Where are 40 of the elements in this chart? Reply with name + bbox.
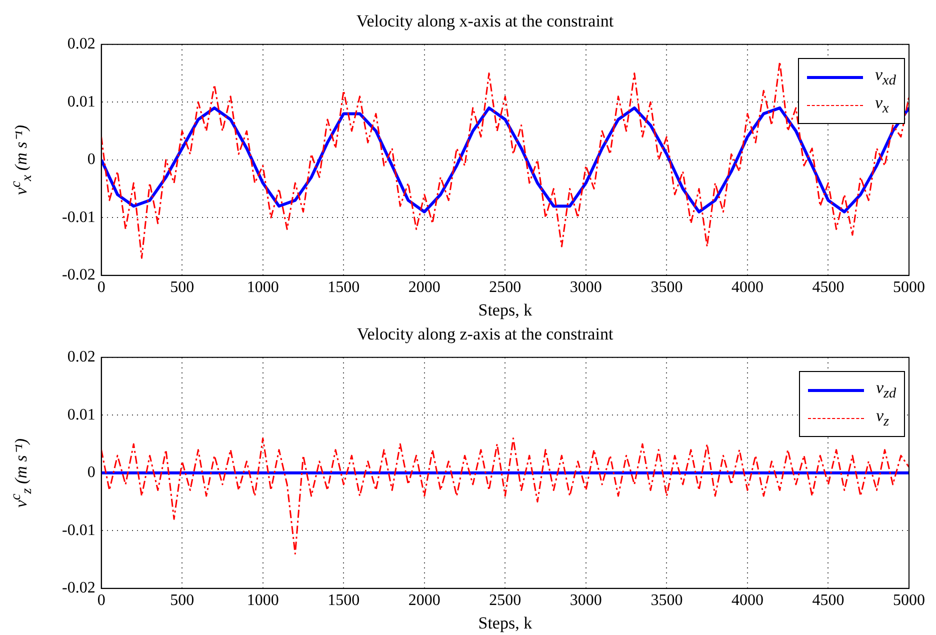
y-tick-label: 0.02 [67, 36, 96, 53]
x-tick-label: 4000 [731, 592, 764, 610]
line-series [101, 60, 909, 259]
x-tick-label: 3500 [650, 592, 683, 610]
y-tick-label: 0 [87, 151, 96, 168]
y-tick-label: 0.01 [67, 406, 96, 424]
line-series [101, 438, 909, 554]
x-axis-title: Steps, k [478, 613, 533, 632]
x-tick-label: 1000 [246, 592, 279, 610]
x-axis-title: Steps, k [478, 300, 533, 320]
y-tick-label: -0.01 [62, 522, 96, 539]
x-tick-label: 2500 [489, 592, 522, 610]
y-tick-label: -0.01 [62, 208, 96, 226]
x-tick-label: 3000 [570, 592, 602, 610]
legend-label: v$_{z}$ [876, 406, 890, 431]
x-tick-label: 3000 [570, 279, 602, 296]
x-tick-label: 5000 [893, 279, 925, 296]
x-tick-label: 1500 [328, 592, 360, 610]
legend-label: v$_{xd}$ [875, 65, 896, 90]
legend-label: v$_{x}$ [875, 93, 889, 118]
x-tick-label: 2000 [408, 279, 440, 296]
chart-title: Velocity along z-axis at the constraint [356, 324, 614, 344]
x-tick-label: 3500 [650, 279, 683, 296]
x-tick-label: 500 [170, 592, 194, 610]
x-tick-label: 4000 [731, 279, 764, 296]
x-tick-label: 4500 [812, 592, 844, 610]
x-tick-label: 500 [170, 279, 194, 296]
y-tick-label: -0.02 [62, 580, 96, 597]
legend-label: v$_{zd}$ [876, 378, 896, 403]
y-tick-label: -0.02 [62, 266, 96, 284]
y-tick-label: 0 [87, 464, 96, 482]
x-tick-label: 1000 [246, 279, 279, 296]
chart-title: Velocity along x-axis at the constraint [356, 12, 614, 31]
x-tick-label: 1500 [328, 279, 360, 296]
x-tick-label: 2500 [489, 279, 522, 296]
x-tick-label: 2000 [408, 592, 440, 610]
y-tick-label: 0.01 [67, 93, 96, 110]
x-tick-label: 5000 [893, 592, 925, 610]
y-tick-label: 0.02 [67, 348, 96, 366]
x-tick-label: 4500 [812, 279, 844, 296]
